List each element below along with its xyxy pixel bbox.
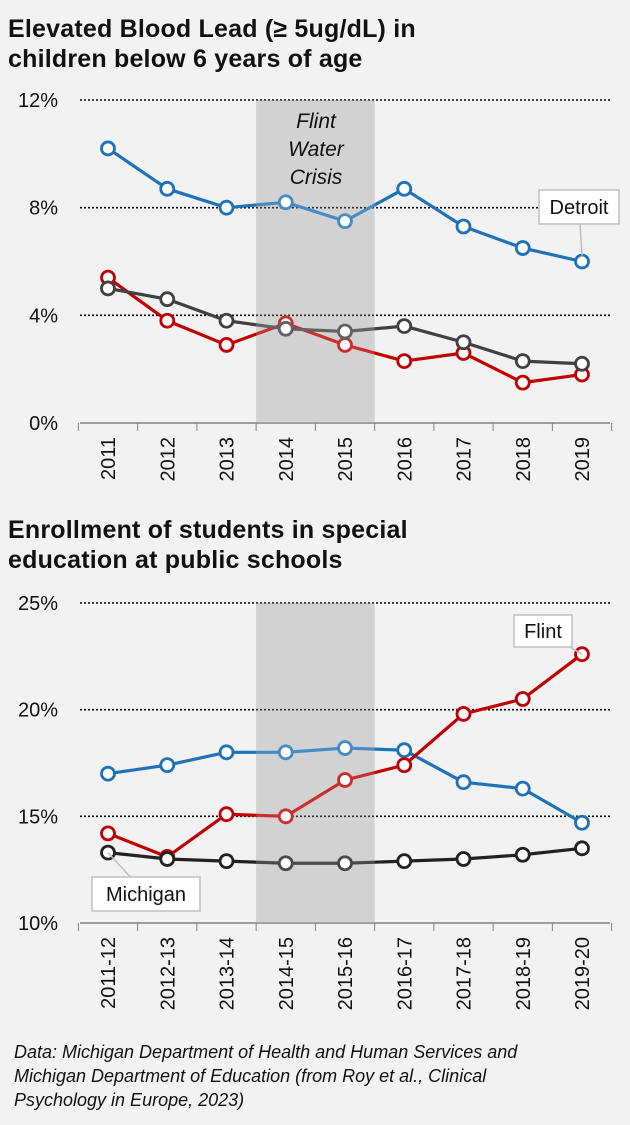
flint-callout-text: Flint bbox=[524, 621, 562, 643]
y-tick-label: 8% bbox=[29, 198, 58, 220]
data-point bbox=[514, 780, 531, 797]
x-tick-label: 2012 bbox=[157, 437, 179, 482]
detroit-callout: Detroit bbox=[538, 189, 620, 256]
chart2-title-line1: Enrollment of students in special bbox=[8, 516, 408, 544]
crisis-shade-1 bbox=[256, 603, 375, 923]
data-point bbox=[337, 740, 353, 756]
michigan-callout: Michigan bbox=[91, 852, 201, 912]
data-point bbox=[337, 213, 353, 230]
data-point bbox=[514, 374, 531, 391]
data-point bbox=[337, 323, 353, 340]
x-tick-label: 2019 bbox=[572, 437, 594, 482]
data-point bbox=[396, 318, 413, 335]
data-point bbox=[218, 199, 235, 216]
x-tick-label: 2015-16 bbox=[335, 937, 357, 1010]
x-tick-label: 2012-13 bbox=[157, 937, 179, 1010]
source-line2: Michigan Department of Education (from R… bbox=[14, 1066, 487, 1086]
y-tick-label: 0% bbox=[29, 413, 58, 435]
crisis-shade-overlay-0 bbox=[256, 100, 375, 423]
michigan-callout-box bbox=[91, 876, 201, 912]
crisis-label-line: Water bbox=[288, 138, 345, 161]
data-point bbox=[574, 840, 590, 857]
data-point bbox=[159, 291, 176, 308]
y-tick-label: 20% bbox=[18, 700, 58, 722]
crisis-shade-overlay-1 bbox=[256, 603, 375, 923]
data-point bbox=[514, 846, 531, 863]
data-point bbox=[159, 851, 176, 867]
y-tick-label: 10% bbox=[18, 913, 58, 935]
chart2-title: Enrollment of students in special educat… bbox=[8, 515, 408, 575]
data-point bbox=[218, 853, 235, 870]
chart1-title-line1: Elevated Blood Lead (≥ 5ug/dL) in bbox=[8, 15, 416, 43]
x-tick-label: 2018 bbox=[513, 437, 535, 482]
data-point bbox=[100, 280, 116, 297]
data-point bbox=[396, 742, 413, 759]
data-point bbox=[514, 240, 531, 256]
y-tick-label: 15% bbox=[18, 806, 58, 828]
x-tick-label: 2014 bbox=[276, 437, 298, 482]
x-tick-label: 2011-12 bbox=[98, 937, 120, 1009]
x-tick-label: 2017-18 bbox=[454, 937, 476, 1010]
data-point bbox=[337, 855, 353, 872]
data-point bbox=[455, 334, 472, 351]
data-point bbox=[100, 825, 116, 842]
flint-callout: Flint bbox=[513, 614, 583, 655]
data-point bbox=[277, 808, 294, 825]
source-line1: Data: Michigan Department of Health and … bbox=[14, 1042, 518, 1062]
data-point bbox=[514, 691, 531, 707]
chart1-title-line2: children below 6 years of age bbox=[8, 45, 363, 73]
x-tick-label: 2011 bbox=[98, 437, 120, 480]
chart1-title: Elevated Blood Lead (≥ 5ug/dL) in childr… bbox=[8, 14, 416, 74]
data-point bbox=[218, 806, 235, 823]
data-point bbox=[277, 855, 294, 872]
x-tick-label: 2016-17 bbox=[394, 937, 416, 1010]
x-tick-label: 2013-14 bbox=[217, 937, 239, 1010]
data-point bbox=[159, 180, 176, 197]
data-point bbox=[100, 140, 116, 157]
data-point bbox=[574, 355, 590, 372]
data-point bbox=[159, 757, 176, 774]
data-point bbox=[514, 353, 531, 369]
data-point bbox=[396, 353, 413, 369]
data-point bbox=[218, 337, 235, 353]
data-point bbox=[277, 744, 294, 761]
y-tick-label: 12% bbox=[18, 90, 58, 112]
data-point bbox=[159, 312, 176, 329]
data-point bbox=[277, 194, 294, 211]
x-tick-label: 2017 bbox=[454, 437, 476, 482]
data-point bbox=[574, 814, 590, 831]
data-point bbox=[396, 757, 413, 774]
data-point bbox=[218, 312, 235, 329]
x-tick-label: 2014-15 bbox=[276, 937, 298, 1010]
data-point bbox=[455, 706, 472, 722]
data-point bbox=[218, 744, 235, 761]
y-tick-label: 4% bbox=[29, 305, 58, 327]
crisis-label-line: Flint bbox=[296, 110, 337, 133]
source-line3: Psychology in Europe, 2023) bbox=[14, 1090, 245, 1110]
data-point bbox=[455, 774, 472, 791]
data-point bbox=[277, 320, 294, 337]
x-tick-label: 2013 bbox=[217, 437, 239, 482]
data-point bbox=[337, 772, 353, 788]
data-point bbox=[100, 765, 116, 782]
data-point bbox=[455, 218, 472, 235]
detroit-callout-box bbox=[538, 189, 620, 225]
detroit-callout-text: Detroit bbox=[550, 197, 609, 219]
data-point bbox=[396, 180, 413, 197]
michigan-callout-text: Michigan bbox=[106, 884, 186, 906]
data-point bbox=[574, 253, 590, 270]
x-tick-label: 2015 bbox=[335, 437, 357, 482]
flint-callout-box bbox=[513, 614, 573, 648]
crisis-label-line: Crisis bbox=[290, 166, 343, 189]
chart2-title-line2: education at public schools bbox=[8, 546, 343, 574]
x-tick-label: 2018-19 bbox=[513, 937, 535, 1010]
x-tick-label: 2019-20 bbox=[572, 937, 594, 1010]
crisis-shade-0 bbox=[256, 100, 375, 423]
data-point bbox=[396, 853, 413, 870]
y-tick-label: 25% bbox=[18, 593, 58, 615]
data-point bbox=[455, 851, 472, 867]
x-tick-label: 2016 bbox=[394, 437, 416, 482]
source-note: Data: Michigan Department of Health and … bbox=[14, 1040, 614, 1112]
